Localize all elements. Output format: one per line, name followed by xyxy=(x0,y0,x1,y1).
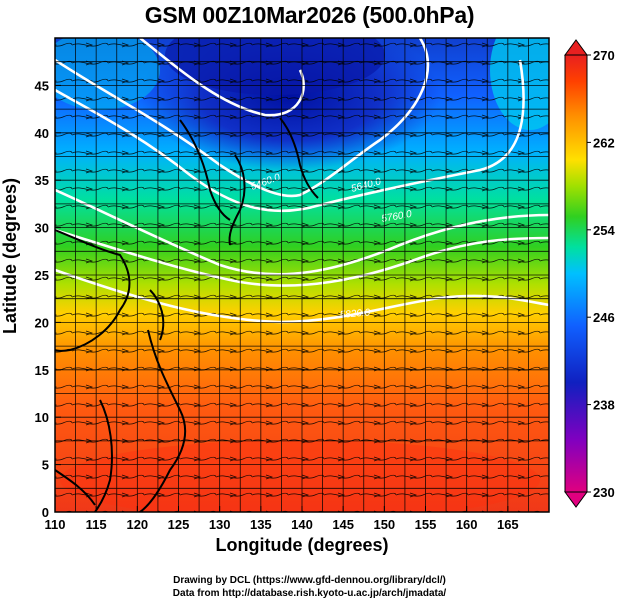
plot-title: GSM 00Z10Mar2026 (500.0hPa) xyxy=(144,2,475,28)
y-tick-label: 10 xyxy=(35,410,49,425)
colorbar-label: 254 xyxy=(593,223,615,238)
x-tick-label: 150 xyxy=(373,517,395,532)
height-contours xyxy=(55,38,549,324)
axis-ticks: 110 115 120 125 130 135 140 145 150 155 160 165 0 5 10… xyxy=(35,78,519,532)
colorbar-label: 270 xyxy=(593,48,615,63)
y-tick-label: 25 xyxy=(35,268,49,283)
x-tick-label: 120 xyxy=(126,517,148,532)
contour-label: 5820.0 xyxy=(339,307,371,321)
y-tick-label: 0 xyxy=(42,505,49,520)
y-tick-label: 30 xyxy=(35,221,49,236)
colorbar-label: 262 xyxy=(593,135,615,150)
x-tick-label: 115 xyxy=(86,517,107,532)
x-tick-label: 110 xyxy=(45,517,66,532)
x-tick-label: 145 xyxy=(332,517,354,532)
colorbar-label: 230 xyxy=(593,485,615,500)
y-tick-label: 20 xyxy=(35,315,49,330)
y-tick-label: 5 xyxy=(42,458,49,473)
y-tick-label: 40 xyxy=(35,126,49,141)
lat-lon-grid xyxy=(55,38,549,512)
temperature-field: 5460.0 5640.0 5760.0 5820.0 xyxy=(55,38,549,512)
x-tick-label: 135 xyxy=(250,517,272,532)
x-tick-label: 155 xyxy=(415,517,437,532)
y-axis-label: Latitude (degrees) xyxy=(0,177,20,334)
credit-data: Data from http://database.rish.kyoto-u.a… xyxy=(172,588,447,599)
colorbar: 270 262 254 246 238 230 xyxy=(564,39,615,508)
x-tick-label: 130 xyxy=(209,517,231,532)
y-tick-label: 35 xyxy=(35,173,49,188)
colorbar-min-arrow xyxy=(564,491,588,508)
colorbar-label: 246 xyxy=(593,310,615,325)
colorbar-max-arrow xyxy=(564,39,588,56)
credit-drawing: Drawing by DCL (https://www.gfd-dennou.o… xyxy=(173,575,446,586)
x-tick-label: 165 xyxy=(497,517,519,532)
colorbar-label: 238 xyxy=(593,398,615,413)
y-tick-label: 15 xyxy=(35,363,49,378)
x-tick-label: 140 xyxy=(291,517,313,532)
x-tick-label: 125 xyxy=(168,517,190,532)
x-tick-label: 160 xyxy=(456,517,478,532)
y-tick-label: 45 xyxy=(35,78,49,93)
x-axis-label: Longitude (degrees) xyxy=(215,535,389,555)
